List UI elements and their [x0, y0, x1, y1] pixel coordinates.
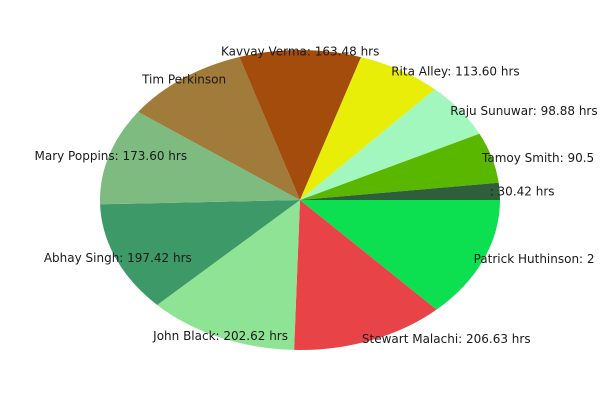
slice-label: Tim Perkinson — [141, 73, 226, 87]
pie-slice — [300, 57, 435, 200]
slice-label: Mary Poppins: 173.60 hrs — [35, 149, 188, 163]
pie-slice — [99, 111, 300, 205]
slice-label: John Black: 202.62 hrs — [152, 329, 288, 343]
pie-slice — [300, 133, 499, 200]
pie-slice — [100, 200, 300, 305]
pie-slice — [294, 200, 437, 350]
pie-slice — [300, 182, 500, 200]
pie-labels: Patrick Huthinson: 2 Stewart Malachi: 206… — [35, 45, 598, 346]
slice-label: Rita Alley: 113.60 hrs — [391, 65, 519, 79]
slice-label: Kavvay Verma: 163.48 hrs — [221, 45, 379, 59]
slice-label: Patrick Huthinson: 2 — [474, 252, 595, 266]
pie-slice — [138, 57, 300, 200]
slice-label: Raju Sunuwar: 98.88 hrs — [450, 104, 597, 118]
pie-slice — [157, 200, 300, 350]
pie-slice — [239, 49, 362, 200]
pie-slices — [99, 49, 500, 350]
slice-label: Tamoy Smith: 90.5 — [481, 151, 594, 165]
slice-label: Abhay Singh: 197.42 hrs — [44, 251, 192, 265]
slice-label: Stewart Malachi: 206.63 hrs — [362, 332, 531, 346]
pie-slice — [300, 89, 480, 200]
slice-label: : 30.42 hrs — [490, 185, 555, 199]
pie-slice — [300, 200, 500, 310]
